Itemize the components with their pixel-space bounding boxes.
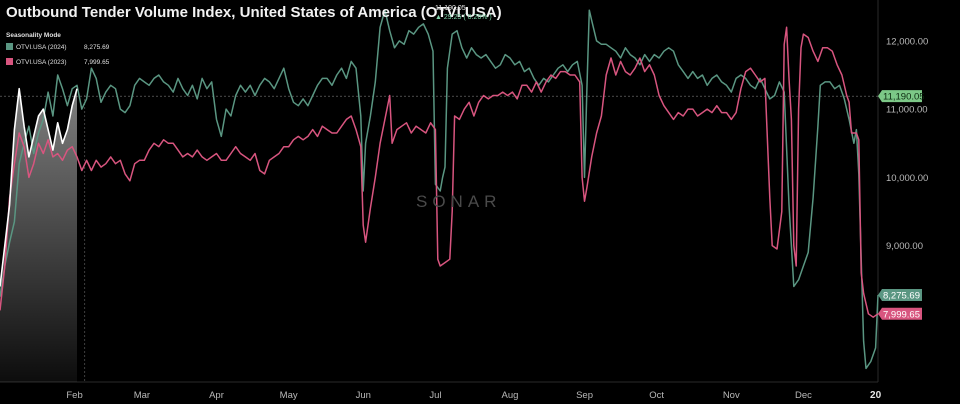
sonar-watermark: SONAR — [416, 192, 502, 211]
x-tick-label: Aug — [502, 390, 519, 401]
series-layer — [0, 9, 879, 382]
legend-value-2024: 8,275.69 — [84, 44, 110, 51]
series-line-highlight — [0, 87, 78, 287]
y-tick-label: 10,000.00 — [886, 173, 928, 184]
legend-swatch-2023 — [6, 58, 13, 65]
x-tick-label: May — [280, 390, 298, 401]
value-tag-bg — [878, 90, 922, 103]
x-tick-label: Mar — [134, 390, 150, 401]
up-arrow-icon: ▲ — [435, 14, 444, 21]
last-value-readout: 11,190.05 ▲ 29.25 ( 0.26% ) — [435, 4, 492, 22]
x-tick-label: Dec — [795, 390, 812, 401]
chart-title: Outbound Tender Volume Index, United Sta… — [6, 4, 502, 21]
y-tick-label: 12,000.00 — [886, 36, 928, 47]
value-tag-2024: 8,275.69 — [878, 288, 922, 301]
x-tick-label: Feb — [66, 390, 82, 401]
value-tag-label: 8,275.69 — [883, 290, 920, 301]
value-tag-2023: 7,999.65 — [878, 307, 922, 320]
y-tick-label: 11,000.00 — [886, 105, 928, 116]
legend-name-2023: OTVI.USA (2023) — [16, 59, 67, 66]
x-tick-label: Oct — [649, 390, 664, 401]
x-tick-label: Jun — [356, 390, 371, 401]
x-tick-label: 20 — [870, 390, 882, 401]
x-tick-label: Sep — [576, 390, 593, 401]
value-tag-label: 7,999.65 — [883, 309, 920, 320]
seasonality-mode-label: Seasonality Mode — [6, 32, 61, 39]
value-tag-bg — [878, 307, 922, 320]
legend-name-2024: OTVI.USA (2024) — [16, 44, 67, 51]
last-change-value: 29.25 ( 0.26% ) — [443, 14, 492, 21]
x-tick-label: Apr — [209, 390, 224, 401]
value-tag-bg — [878, 288, 922, 301]
grid-layer — [0, 0, 879, 383]
x-tick-label: Jul — [429, 390, 441, 401]
axis-layer: 12,000.00 11,000.00 10,000.00 9,000.00 Feb Ma… — [66, 36, 928, 401]
value-tag-current: 11,190.05 — [878, 90, 925, 103]
x-tick-label: Nov — [723, 390, 740, 401]
legend-swatch-2024 — [6, 43, 13, 50]
legend-item-2024[interactable]: OTVI.USA (2024) 8,275.69 — [6, 43, 109, 51]
tag-layer: 11,190.05 8,275.69 7,999.65 — [878, 90, 925, 320]
legend-item-2023[interactable]: OTVI.USA (2023) 7,999.65 — [6, 58, 109, 66]
value-tag-label: 11,190.05 — [883, 92, 925, 103]
series-line-2023 — [0, 26, 879, 318]
last-change: ▲ 29.25 ( 0.26% ) — [435, 13, 492, 22]
legend-value-2023: 7,999.65 — [84, 59, 110, 66]
y-tick-label: 9,000.00 — [886, 241, 923, 252]
last-value: 11,190.05 — [435, 5, 466, 12]
series-line-2024 — [0, 9, 879, 370]
